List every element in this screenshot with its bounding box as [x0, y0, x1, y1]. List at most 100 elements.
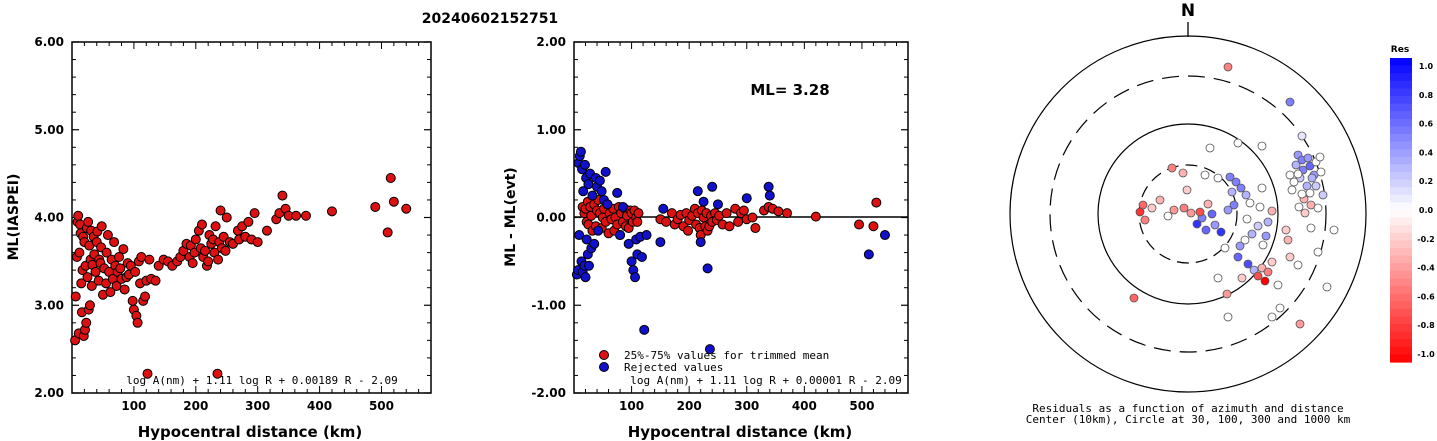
data-point — [101, 247, 112, 258]
station-point — [1222, 289, 1232, 299]
station-point — [1140, 215, 1150, 225]
station-point — [1233, 138, 1243, 148]
rejected-point — [695, 237, 706, 248]
trimmed-point — [750, 223, 761, 234]
rejected-point — [863, 249, 874, 260]
colorbar-segment — [1390, 324, 1412, 333]
rejected-point — [580, 272, 591, 283]
data-points — [571, 146, 890, 355]
data-point — [243, 216, 254, 227]
station-point — [1313, 203, 1323, 213]
station-point — [1263, 267, 1273, 277]
station-point — [1241, 190, 1251, 200]
y-tick-label: 2.00 — [34, 386, 64, 400]
rejected-point — [600, 166, 611, 177]
station-point — [1223, 205, 1233, 215]
station-point — [1236, 183, 1246, 193]
rejected-point — [594, 175, 605, 186]
colorbar-segment — [1390, 232, 1412, 241]
rejected-point — [617, 201, 628, 212]
colorbar-segment — [1390, 103, 1412, 112]
station-point — [1287, 185, 1297, 195]
station-residual-points — [1129, 62, 1339, 329]
ring-1000km — [1009, 35, 1367, 393]
station-point — [1216, 227, 1226, 237]
colorbar-segment — [1390, 293, 1412, 302]
rejected-point — [702, 263, 713, 274]
rejected-point — [704, 344, 715, 355]
y-tick-label: 2.00 — [536, 35, 566, 49]
x-tick-label: 200 — [183, 399, 208, 413]
data-point — [109, 237, 120, 248]
data-point — [73, 210, 84, 221]
data-point — [382, 227, 393, 238]
x-tick-label: 400 — [792, 399, 817, 413]
station-point — [1179, 203, 1189, 213]
data-point — [187, 258, 198, 269]
station-point — [1213, 173, 1223, 183]
colorbar-tick-labels: 1.0 0.8 0.6 0.4 0.2 0.0 -0.2 -0.4 -0.6 -0.8 -1.0 — [1417, 62, 1435, 359]
data-point — [81, 317, 92, 328]
residual-distance-plot: -2.00 -1.00 0.00 1.00 2.00 100 200 300 400 500 M… — [503, 35, 909, 441]
colorbar-segment — [1390, 346, 1412, 355]
colorbar-tick-label: -1.0 — [1417, 350, 1435, 359]
data-point — [115, 263, 126, 274]
x-tick-labels: 100 200 300 400 500 — [585, 42, 897, 413]
station-point — [1273, 280, 1283, 290]
x-tick-labels: 100 200 300 400 500 — [83, 42, 420, 413]
colorbar-tick-label: 0.2 — [1419, 177, 1433, 186]
station-point — [1163, 211, 1173, 221]
trimmed-point — [733, 216, 744, 227]
formula-label: log A(nm) + 1.11 log R + 0.00001 R - 2.0… — [630, 374, 902, 387]
station-point — [1316, 167, 1326, 177]
colorbar-segment — [1390, 164, 1412, 173]
data-point — [220, 245, 231, 256]
trimmed-point — [738, 205, 749, 216]
data-point — [142, 368, 153, 379]
station-point — [1306, 223, 1316, 233]
colorbar-segment — [1390, 118, 1412, 127]
rejected-point — [589, 238, 600, 249]
data-point — [190, 234, 201, 245]
colorbar-segment — [1390, 172, 1412, 181]
y-tick-label: 1.00 — [536, 123, 566, 137]
x-tick-label: 300 — [245, 399, 270, 413]
station-point — [1267, 312, 1277, 322]
colorbar-segment — [1390, 278, 1412, 287]
station-point — [1237, 273, 1247, 283]
data-point — [118, 244, 129, 255]
data-point — [277, 190, 288, 201]
data-point — [291, 210, 302, 221]
station-point — [1267, 206, 1277, 216]
rejected-point — [612, 187, 623, 198]
data-point — [140, 291, 151, 302]
colorbar-segment — [1390, 194, 1412, 203]
ml-annotation: ML= 3.28 — [750, 81, 829, 99]
y-tick-label: 4.00 — [34, 211, 64, 225]
data-point — [102, 230, 113, 241]
station-point — [1300, 208, 1310, 218]
colorbar-tick-label: 0.8 — [1419, 91, 1434, 100]
data-point — [326, 206, 337, 217]
station-point — [1243, 259, 1253, 269]
station-point — [1253, 221, 1263, 231]
x-tick-label: 400 — [307, 399, 332, 413]
caption-line-2: Center (10km), Circle at 30, 100, 300 an… — [1026, 413, 1351, 426]
y-tick-label: -2.00 — [531, 386, 566, 400]
colorbar-segment — [1390, 240, 1412, 249]
station-point — [1169, 205, 1179, 215]
rejected-point — [641, 230, 652, 241]
station-point — [1285, 252, 1295, 262]
station-point — [1227, 187, 1237, 197]
station-point — [1242, 214, 1252, 224]
data-point — [261, 225, 272, 236]
station-point — [1291, 160, 1301, 170]
station-point — [1257, 183, 1267, 193]
station-point — [1293, 169, 1303, 179]
colorbar — [1390, 58, 1412, 363]
rejected-point — [636, 251, 647, 262]
rejected-point — [583, 260, 594, 271]
station-point — [1289, 177, 1299, 187]
rejected-point — [593, 225, 604, 236]
magnitude-distance-plot: 2.00 3.00 4.00 5.00 6.00 100 200 300 400 500 log… — [6, 35, 432, 441]
